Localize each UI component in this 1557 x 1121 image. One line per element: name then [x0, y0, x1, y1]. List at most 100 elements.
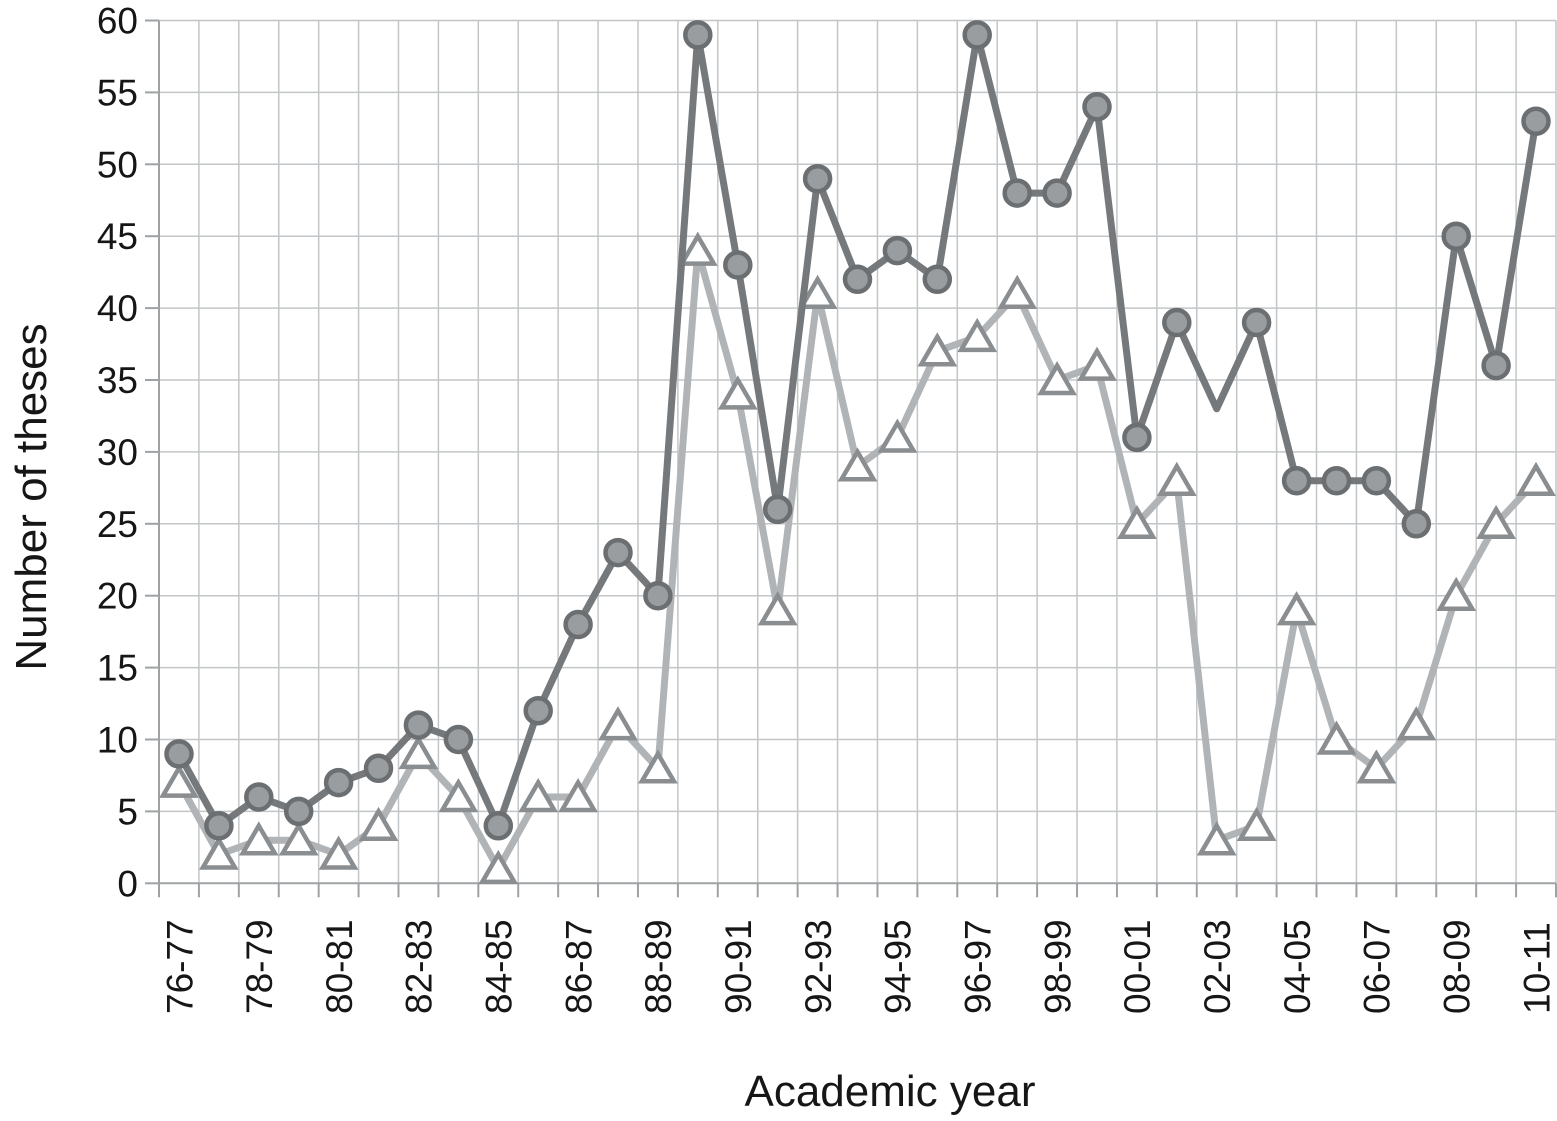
circle-marker	[523, 695, 553, 726]
circle-marker	[1122, 422, 1152, 453]
triangle-marker	[917, 332, 958, 367]
circle-marker	[204, 811, 234, 841]
x-tick-label: 08-09	[1437, 919, 1478, 1014]
triangle-marker	[358, 806, 399, 842]
x-tick-label: 86-87	[558, 919, 599, 1014]
triangle-marker	[1276, 591, 1317, 626]
gridlines	[159, 19, 1557, 884]
y-tick-label: 40	[97, 288, 138, 329]
x-axis-title: Academic year	[744, 1067, 1035, 1116]
x-tick-label: 90-91	[718, 919, 759, 1014]
x-tick-label: 82-83	[399, 919, 440, 1014]
triangle-marker	[438, 778, 479, 813]
triangle-marker	[558, 778, 599, 813]
triangle-marker	[677, 231, 718, 266]
triangle-marker	[1236, 806, 1277, 842]
x-tick-label: 06-07	[1357, 919, 1398, 1014]
circle-marker	[1401, 509, 1432, 539]
triangle-marker	[717, 375, 758, 410]
circle-marker	[1481, 350, 1511, 381]
x-tick-label: 10-11	[1516, 922, 1557, 1014]
x-tick-label: 96-97	[958, 919, 999, 1014]
triangle-marker	[198, 835, 239, 870]
y-tick-label: 10	[97, 720, 138, 761]
triangle-marker	[757, 591, 798, 626]
x-tick-label: 80-81	[319, 919, 360, 1014]
y-tick-label: 0	[117, 863, 138, 904]
y-tick-label: 45	[97, 216, 138, 257]
circle-marker	[244, 782, 274, 812]
circle-marker	[762, 494, 793, 525]
triangle-marker	[877, 418, 918, 453]
x-tick-label: 04-05	[1277, 919, 1318, 1014]
circle-marker	[1082, 92, 1112, 122]
triangle-marker	[598, 706, 638, 741]
x-tick-label: 92-93	[798, 919, 839, 1014]
triangle-marker	[318, 835, 359, 870]
circle-marker	[1441, 221, 1471, 251]
circle-marker	[882, 235, 913, 266]
triangle-marker	[238, 821, 279, 856]
circle-series-line	[175, 31, 1540, 830]
triangle-marker	[837, 447, 878, 482]
triangle-marker	[1116, 504, 1157, 540]
triangle-marker	[997, 274, 1038, 309]
y-tick-label: 15	[97, 648, 138, 689]
triangle-marker	[159, 763, 199, 798]
y-tick-label: 55	[97, 72, 138, 113]
y-tick-label: 25	[97, 504, 138, 545]
triangle-marker	[1436, 576, 1477, 611]
circle-marker	[443, 724, 474, 755]
triangle-marker	[1196, 821, 1237, 856]
triangle-marker	[1077, 346, 1117, 381]
triangle-marker	[1156, 461, 1197, 496]
triangle-marker	[478, 849, 519, 885]
triangle-marker	[1476, 504, 1517, 540]
circle-marker	[842, 264, 873, 295]
y-tick-label: 50	[97, 144, 138, 185]
triangle-marker	[1356, 749, 1397, 784]
x-tick-label: 88-89	[638, 919, 679, 1014]
triangle-marker	[957, 317, 998, 353]
tick-labels: 0 5 10 15 20 25 30 35 40 45 50 55 60 76-77 78-79 80-81 8…	[97, 1, 1557, 1015]
x-tick-label: 78-79	[239, 919, 280, 1014]
circle-marker	[962, 20, 992, 50]
circle-marker	[563, 609, 593, 640]
circle-marker	[1002, 178, 1032, 208]
circle-marker	[603, 537, 633, 568]
circle-marker	[403, 710, 434, 740]
y-tick-label: 60	[97, 1, 138, 42]
circle-marker	[643, 580, 673, 611]
triangle-marker	[1316, 720, 1357, 755]
circle-marker	[323, 767, 354, 798]
circle-marker	[483, 811, 514, 841]
circle-marker	[1042, 178, 1072, 208]
x-tick-label: 76-77	[159, 919, 200, 1014]
x-tick-label: 00-01	[1117, 919, 1158, 1014]
circle-marker	[164, 739, 194, 769]
circle-marker	[1321, 465, 1352, 496]
triangle-marker	[1037, 361, 1078, 396]
triangle-marker	[1516, 461, 1556, 496]
y-axis-title: Number of theses	[7, 323, 56, 670]
circle-marker	[802, 163, 833, 194]
triangle-marker	[797, 274, 838, 309]
y-tick-label: 30	[97, 432, 138, 473]
triangle-marker	[1396, 706, 1437, 741]
y-tick-label: 35	[97, 360, 138, 401]
x-tick-label: 94-95	[878, 919, 919, 1014]
circle-marker	[1521, 106, 1551, 136]
circle-marker	[922, 264, 953, 295]
axes	[145, 19, 1557, 898]
y-tick-label: 20	[97, 576, 138, 617]
triangle-marker	[278, 821, 319, 856]
triangle-marker	[398, 734, 439, 770]
circle-marker	[1162, 307, 1192, 338]
x-tick-label: 84-85	[479, 919, 520, 1014]
circle-marker	[1281, 465, 1312, 496]
x-tick-label: 98-99	[1037, 919, 1078, 1014]
circle-marker	[683, 20, 713, 50]
circle-marker	[363, 753, 394, 784]
circle-marker	[1361, 465, 1392, 496]
